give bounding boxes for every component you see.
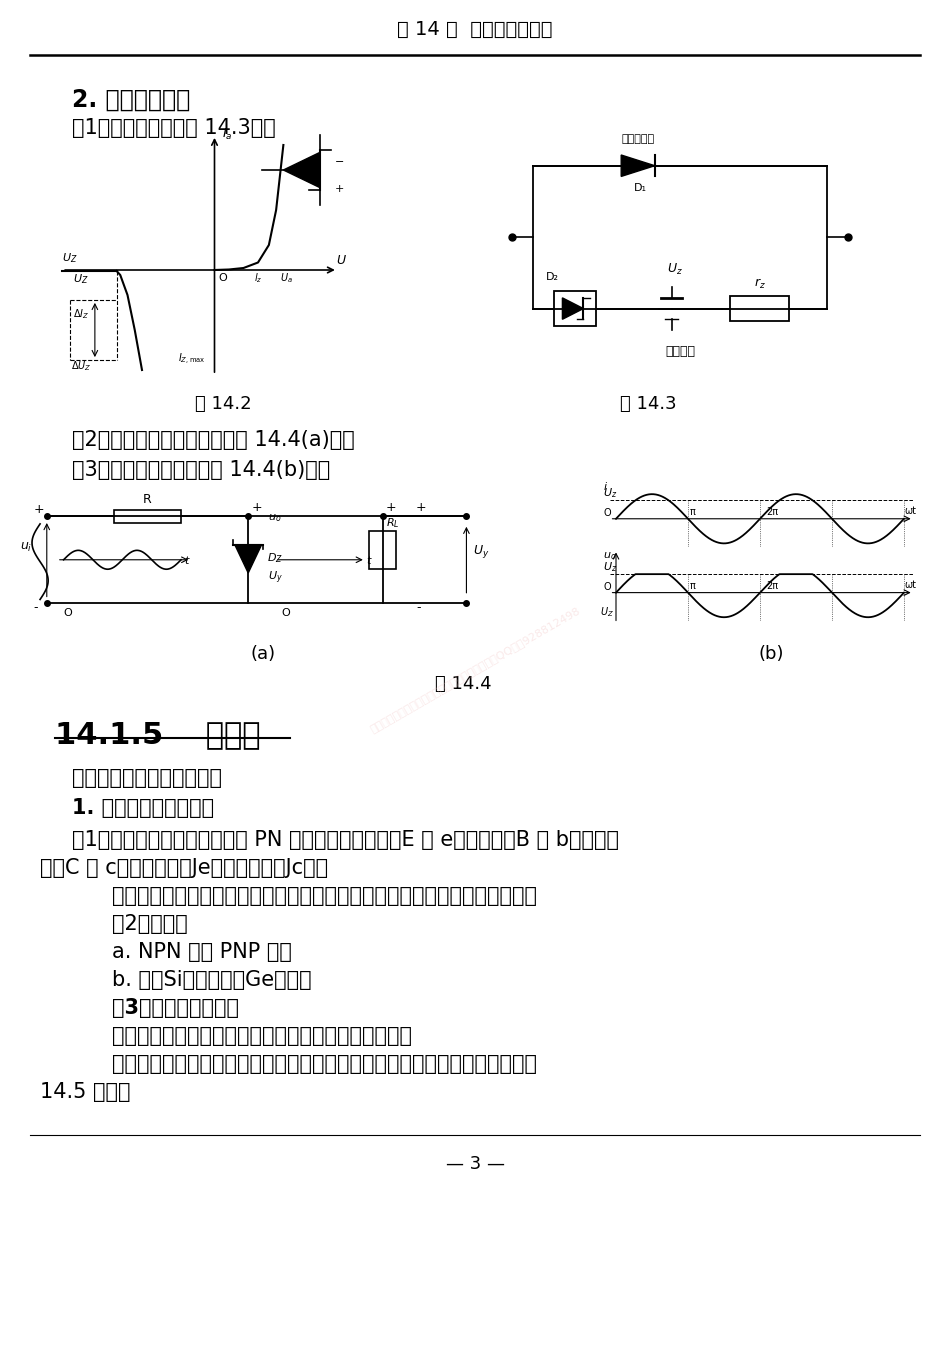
Text: $U_Z$: $U_Z$ [63,251,78,265]
Text: 发射结为正向偏置，集电结为反向偏置。两种结构形式的共射极接法电路如图: 发射结为正向偏置，集电结为反向偏置。两种结构形式的共射极接法电路如图 [112,1053,537,1074]
Text: $U_Z$: $U_Z$ [600,605,614,618]
Text: $R_L$: $R_L$ [386,516,399,529]
Text: （1）等效电路（如图 14.3）；: （1）等效电路（如图 14.3）； [72,119,276,137]
Text: （3）基本放大电路：: （3）基本放大电路： [112,998,239,1018]
Text: 2. 稳压管的应用: 2. 稳压管的应用 [72,88,190,112]
Text: $u_o$: $u_o$ [268,512,282,524]
Text: O: O [218,273,227,283]
Text: π: π [690,581,695,591]
Text: 极（C 或 c）和发射结（Je）、集电结（Jc）。: 极（C 或 c）和发射结（Je）、集电结（Jc）。 [40,858,328,878]
Text: O: O [64,609,72,618]
Text: $\Delta I_Z$: $\Delta I_Z$ [73,307,89,322]
Text: 14.5 所示。: 14.5 所示。 [40,1082,130,1102]
Text: +: + [33,502,44,516]
Text: $U_y$: $U_y$ [268,570,283,586]
Text: ωt: ωt [904,506,916,516]
Text: $+$: $+$ [334,183,344,194]
Text: $U_z$: $U_z$ [603,486,618,500]
Text: $I_a$: $I_a$ [221,127,232,141]
Text: O: O [282,609,291,618]
Text: （2）实现简单稳压（电路如图 14.4(a)）；: （2）实现简单稳压（电路如图 14.4(a)）； [72,430,354,450]
Text: ωt: ωt [904,581,916,590]
Text: 等效电路: 等效电路 [665,345,695,358]
Text: $i$: $i$ [603,481,608,493]
Text: 14.1.5    晶体管: 14.1.5 晶体管 [55,721,260,749]
Text: a. NPN 型和 PNP 型；: a. NPN 型和 PNP 型； [112,942,292,962]
Text: 欢迎加入湘潭大学期末考试复习资料库研发工作室QQ群：928812498: 欢迎加入湘潭大学期末考试复习资料库研发工作室QQ群：928812498 [369,606,581,734]
Text: （3）削波电路（电路如图 14.4(b)）。: （3）削波电路（电路如图 14.4(b)）。 [72,459,331,480]
Bar [731,296,789,321]
Text: $r_z$: $r_z$ [754,277,766,291]
Text: 发射区掉杂浓度高，基区薄，集电区掉杂浓度低，集电结的面积比发射结大。: 发射区掉杂浓度高，基区薄，集电区掉杂浓度低，集电结的面积比发射结大。 [112,886,537,907]
Text: 根据实现电流放大作用的要求，供电电源接法应保证：: 根据实现电流放大作用的要求，供电电源接法应保证： [112,1026,412,1047]
Text: $U_z$: $U_z$ [668,261,683,277]
Text: $D_Z$: $D_Z$ [267,552,283,566]
Text: $U_Z$: $U_Z$ [73,272,88,287]
Text: 第 14 章  二极管和晶体管: 第 14 章 二极管和晶体管 [397,20,553,39]
Text: $l_z$: $l_z$ [255,271,263,284]
Text: $u_o$: $u_o$ [603,550,617,562]
Text: D₁: D₁ [634,183,647,193]
Text: 晶体管又称半导体三极管。: 晶体管又称半导体三极管。 [72,768,222,788]
Text: +: + [386,501,396,513]
Text: （1）晶体管有三个电极和两个 PN 结，分别是发射极（E 或 e），基极（B 或 b），集电: （1）晶体管有三个电极和两个 PN 结，分别是发射极（E 或 e），基极（B 或… [72,830,619,850]
Text: (a): (a) [250,645,276,663]
Text: $U_a$: $U_a$ [279,271,293,284]
Text: $\Delta U_Z$: $\Delta U_Z$ [71,360,91,373]
Text: D₂: D₂ [545,272,559,282]
Text: 理想二极管: 理想二极管 [621,135,655,144]
Text: (b): (b) [758,645,784,663]
Text: （2）类型：: （2）类型： [112,915,188,933]
Text: -: - [416,601,421,614]
Text: $-$: $-$ [334,155,344,164]
Bar [114,509,181,523]
Polygon shape [235,544,261,572]
Text: +: + [416,501,427,513]
Text: R: R [143,493,152,506]
Text: 图 14.3: 图 14.3 [620,395,676,414]
Text: $U$: $U$ [336,255,347,267]
Text: $I_{Z,\mathrm{max}}$: $I_{Z,\mathrm{max}}$ [179,352,206,368]
Text: π: π [690,506,695,517]
Bar [554,291,596,326]
Text: 图 14.4: 图 14.4 [435,675,492,692]
Text: $U_y$: $U_y$ [473,543,489,560]
Text: $t$: $t$ [184,554,191,566]
Polygon shape [562,298,583,319]
Text: $U_z$: $U_z$ [603,560,618,574]
Text: O: O [603,508,611,519]
Text: 1. 结构与基本放大原理: 1. 结构与基本放大原理 [72,797,214,818]
Polygon shape [621,155,655,176]
Text: -: - [33,601,38,614]
Text: b. 硅（Si）管或锇（Ge）管。: b. 硅（Si）管或锇（Ge）管。 [112,970,312,990]
Text: $u_i$: $u_i$ [20,541,32,555]
Text: +: + [252,501,262,513]
Polygon shape [283,152,319,187]
Text: 2π: 2π [767,506,779,517]
Text: O: O [603,582,611,593]
Text: 图 14.2: 图 14.2 [195,395,252,414]
Text: $t$: $t$ [366,554,372,566]
Bar [369,532,396,570]
Text: 2π: 2π [767,581,779,591]
Text: — 3 —: — 3 — [446,1154,504,1173]
